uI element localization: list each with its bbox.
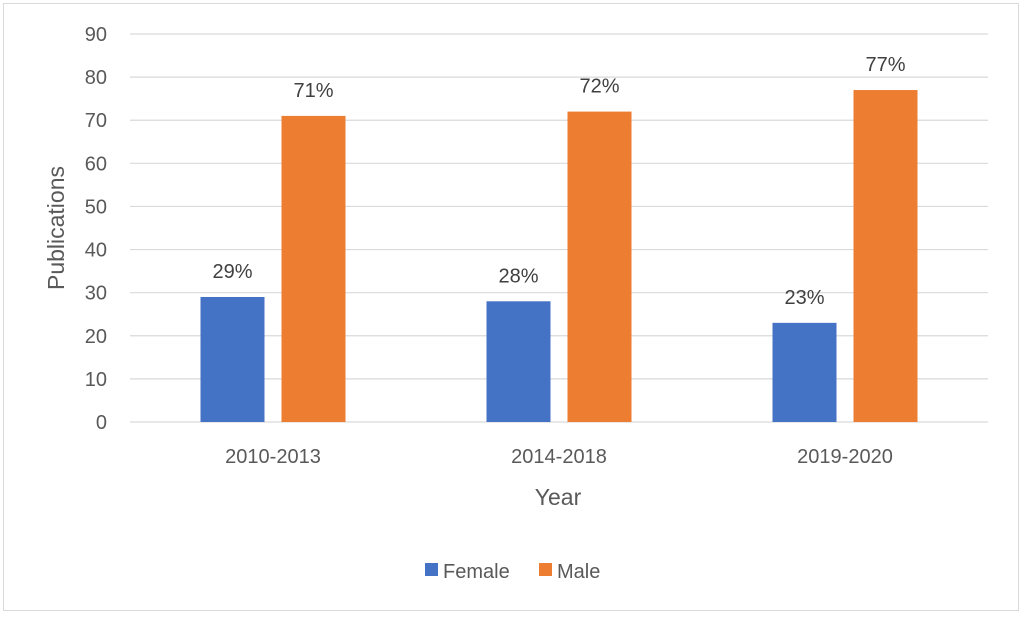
legend-swatch-female (425, 563, 438, 576)
y-tick-label: 70 (85, 110, 107, 132)
data-label-female: 29% (212, 261, 252, 283)
x-axis-title: Year (535, 484, 582, 510)
legend-label-female: Female (443, 561, 510, 583)
y-tick-label: 0 (96, 412, 107, 434)
x-category-label: 2014-2018 (511, 446, 607, 468)
bar-female-2014-2018 (486, 301, 551, 422)
legend: Female Male (425, 561, 600, 583)
legend-label-male: Male (557, 561, 600, 583)
y-tick-label: 10 (85, 369, 107, 391)
y-tick-label: 80 (85, 67, 107, 89)
bar-male-2010-2013 (281, 115, 346, 423)
data-label-female: 28% (498, 265, 538, 287)
y-axis-ticks: 0 10 20 30 40 50 60 70 80 90 (85, 24, 107, 434)
y-axis-title: Publications (43, 166, 69, 290)
legend-swatch-male (539, 563, 552, 576)
bars (200, 90, 918, 423)
bar-female-2010-2013 (200, 296, 265, 422)
y-tick-label: 40 (85, 240, 107, 262)
y-tick-label: 30 (85, 283, 107, 305)
bar-male-2014-2018 (567, 111, 632, 422)
x-category-label: 2010-2013 (225, 446, 321, 468)
bar-male-2019-2020 (853, 90, 918, 423)
data-label-female: 23% (784, 287, 824, 309)
bar-female-2019-2020 (772, 322, 837, 422)
x-axis-categories: 2010-2013 2014-2018 2019-2020 (225, 446, 893, 468)
data-labels: 29% 71% 28% 72% 23% 77% (212, 54, 905, 309)
y-tick-label: 90 (85, 24, 107, 46)
data-label-male: 77% (865, 54, 905, 76)
y-tick-label: 50 (85, 196, 107, 218)
gridlines (130, 33, 988, 423)
y-tick-label: 60 (85, 153, 107, 175)
y-tick-label: 20 (85, 326, 107, 348)
data-label-male: 71% (293, 80, 333, 102)
data-label-male: 72% (579, 76, 619, 98)
x-category-label: 2019-2020 (797, 446, 893, 468)
